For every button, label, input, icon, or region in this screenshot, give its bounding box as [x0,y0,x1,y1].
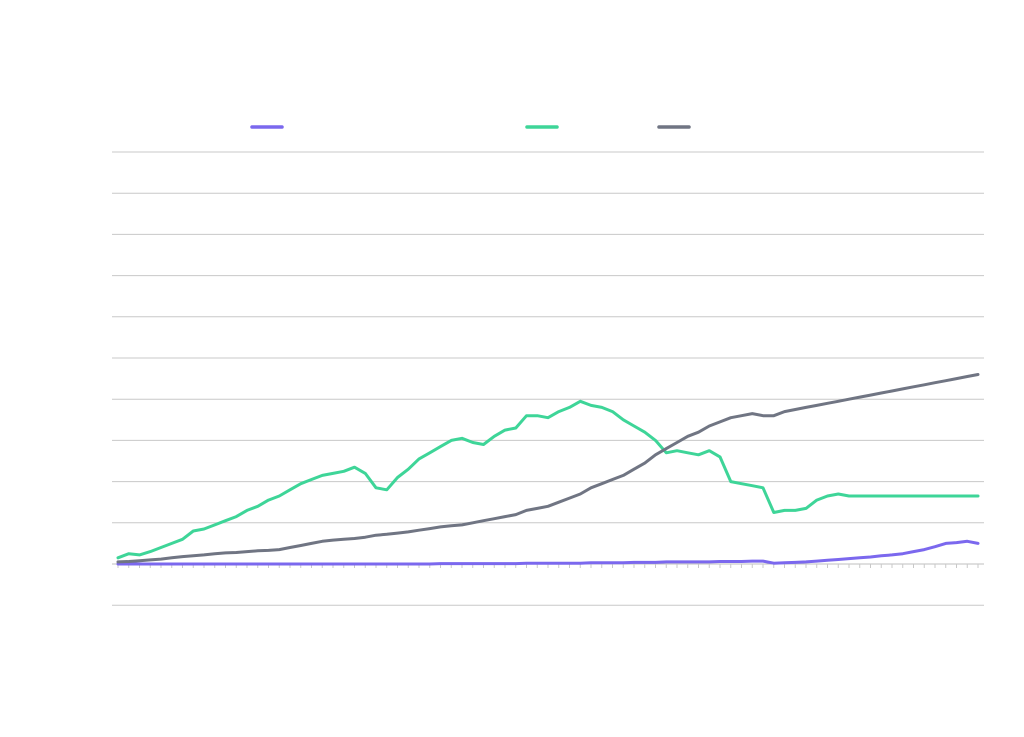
series-line-1 [116,539,980,566]
x-axis [117,564,979,568]
series-line-2 [116,399,980,560]
series-line-3 [116,373,980,564]
series-lines [116,373,980,566]
gridlines [112,151,984,606]
